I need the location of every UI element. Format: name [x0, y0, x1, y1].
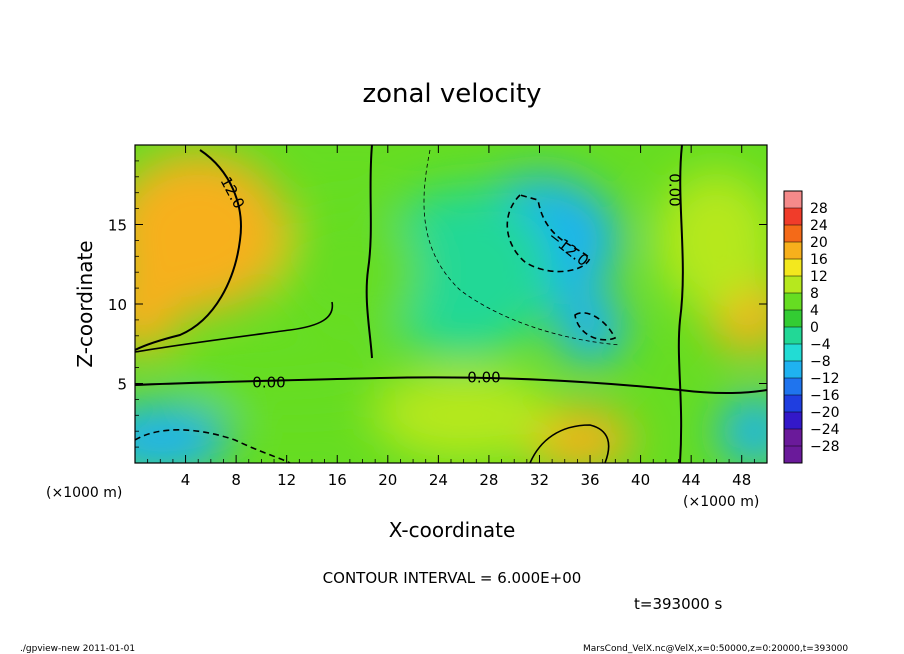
colorbar-label: 24: [810, 218, 828, 234]
contour-interval-note: CONTOUR INTERVAL = 6.000E+00: [323, 569, 582, 587]
field-region: [373, 370, 554, 461]
y-unit-label: (×1000 m): [46, 485, 122, 501]
x-unit-label: (×1000 m): [683, 494, 759, 510]
data-source: MarsCond_VelX.nc@VelX,x=0:50000,z=0:2000…: [583, 644, 848, 654]
field-region: [176, 358, 397, 409]
colorbar-swatch: [784, 259, 802, 277]
x-tick-label: 4: [181, 471, 191, 489]
colorbar-label: 0: [810, 320, 819, 336]
colorbar-label: 4: [810, 303, 819, 319]
colorbar-label: 16: [810, 252, 828, 268]
field-region: [135, 152, 289, 313]
x-tick-label: 40: [631, 471, 650, 489]
x-tick-label: 24: [429, 471, 448, 489]
program-credit: ./gpview-new 2011-01-01: [20, 644, 135, 654]
colorbar-swatch: [784, 276, 802, 294]
x-tick-label: 44: [682, 471, 701, 489]
x-tick-label: 12: [277, 471, 296, 489]
colorbar-swatch: [784, 242, 802, 260]
field-region: [135, 404, 231, 463]
field-region: [135, 271, 182, 352]
y-tick-label: 15: [108, 217, 127, 235]
colorbar-label: −8: [810, 354, 831, 370]
field-region: [656, 170, 767, 311]
colorbar-swatch: [784, 327, 802, 345]
colorbar-label: −12: [810, 371, 840, 387]
x-tick-label: 16: [328, 471, 347, 489]
colorbar-label: −4: [810, 337, 831, 353]
colorbar-label: 28: [810, 201, 828, 217]
colorbar-swatch: [784, 191, 802, 209]
colorbar-swatch: [784, 344, 802, 362]
field-region: [719, 396, 767, 463]
contour-label: 0.00: [467, 369, 500, 387]
colorbar-label: 20: [810, 235, 828, 251]
x-tick-label: 48: [732, 471, 751, 489]
x-tick-label: 8: [231, 471, 241, 489]
colorbar-swatch: [784, 361, 802, 379]
velocity-field: [135, 152, 767, 463]
x-tick-label: 36: [580, 471, 599, 489]
field-region: [279, 202, 420, 343]
colorbar-swatch: [784, 208, 802, 226]
colorbar-swatch: [784, 293, 802, 311]
colorbar-swatch: [784, 429, 802, 447]
colorbar-label: −16: [810, 388, 840, 404]
x-axis-label: X-coordinate: [389, 518, 516, 542]
x-tick-label: 28: [479, 471, 498, 489]
time-label: t=393000 s: [634, 595, 722, 613]
y-axis-label: Z-coordinate: [73, 240, 97, 367]
y-tick-label: 5: [117, 376, 127, 394]
x-tick-label: 20: [378, 471, 397, 489]
contour-label: 0.00: [252, 374, 285, 392]
colorbar-label: 12: [810, 269, 828, 285]
contour-label: 0.00: [666, 173, 684, 206]
contour-lines: [135, 145, 767, 463]
colorbar-swatch: [784, 225, 802, 243]
colorbar-label: −24: [810, 422, 840, 438]
field-region: [555, 292, 626, 363]
plot-area: [135, 145, 767, 463]
x-tick-label: 32: [530, 471, 549, 489]
colorbar-swatch: [784, 378, 802, 396]
y-axis: 5 10 15: [108, 160, 767, 448]
colorbar-label: −28: [810, 439, 840, 455]
colorbar-swatch: [784, 412, 802, 430]
y-tick-label: 10: [108, 296, 127, 314]
chart-title: zonal velocity: [362, 79, 541, 109]
colorbar-swatch: [784, 446, 802, 464]
colorbar-label: 8: [810, 286, 819, 302]
colorbar-label: −20: [810, 405, 840, 421]
field-region: [373, 187, 554, 358]
colorbar-swatch: [784, 310, 802, 328]
x-axis: 4 8 12 16 20 24 28 32 36 40 44 48: [147, 145, 755, 489]
colorbar-swatch: [784, 395, 802, 413]
